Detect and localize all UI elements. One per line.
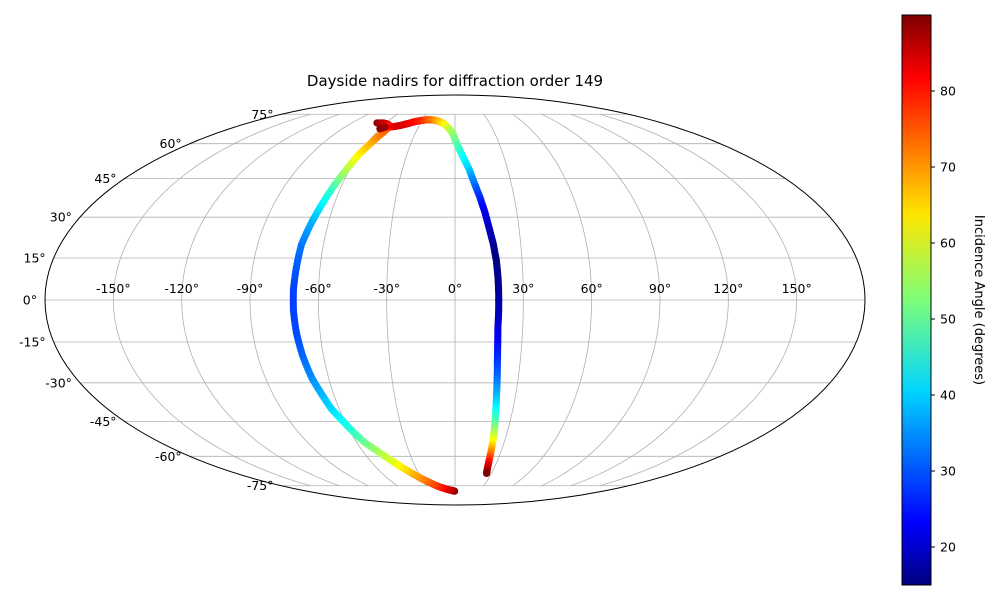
colorbar	[901, 14, 932, 586]
meridian-line	[599, 113, 798, 487]
map-outline	[44, 94, 866, 506]
longitude-tick-label: -30°	[373, 281, 400, 296]
nadir-point	[381, 123, 389, 131]
latitude-tick-label: 15°	[24, 251, 46, 266]
colorbar-tick-label: 70	[940, 160, 956, 175]
longitude-tick-label: 30°	[512, 281, 534, 296]
meridian-line	[512, 113, 593, 487]
meridian-line	[181, 113, 340, 487]
latitude-tick-labels: -75° -60° -45° -30° -15° 0° 15° 30° 45° 60° 75°	[19, 107, 273, 493]
longitude-tick-label: -120°	[164, 281, 199, 296]
latitude-tick-label: 75°	[251, 107, 273, 122]
colorbar-ticks: 20 30 40 50 60 70 80	[931, 84, 956, 555]
meridian-line	[386, 114, 427, 486]
latitude-tick-label: -60°	[155, 449, 182, 464]
latitude-tick-label: 45°	[94, 171, 116, 186]
colorbar-tick-label: 40	[940, 388, 956, 403]
longitude-tick-label: -150°	[96, 281, 131, 296]
latitude-tick-label: -15°	[19, 334, 46, 349]
longitude-tick-labels: -150° -120° -90° -60° -30° 0° 30° 60° 90° 120° 150…	[96, 281, 812, 296]
latitude-tick-label: 30°	[50, 210, 72, 225]
longitude-tick-label: 0°	[448, 281, 462, 296]
longitude-tick-label: -60°	[305, 281, 332, 296]
longitude-tick-label: 90°	[649, 281, 671, 296]
data-points	[289, 116, 503, 495]
meridian-line	[541, 113, 661, 487]
colorbar-tick-label: 20	[940, 540, 956, 555]
longitude-tick-label: -90°	[237, 281, 264, 296]
latitude-tick-label: 0°	[23, 293, 37, 308]
meridian-line	[112, 113, 311, 487]
latitude-tick-label: -75°	[247, 478, 274, 493]
meridian-line	[483, 114, 524, 486]
colorbar-tick-label: 60	[940, 236, 956, 251]
chart-title: Dayside nadirs for diffraction order 149	[307, 72, 603, 90]
meridian-line	[570, 113, 729, 487]
longitude-tick-label: 150°	[782, 281, 812, 296]
longitude-tick-label: 120°	[713, 281, 743, 296]
latitude-tick-label: 60°	[160, 136, 182, 151]
colorbar-tick-label: 30	[940, 464, 956, 479]
latitude-tick-label: -45°	[90, 414, 117, 429]
meridian-line	[249, 113, 369, 487]
colorbar-label: Incidence Angle (degrees)	[971, 215, 986, 385]
colorbar-tick-label: 50	[940, 312, 956, 327]
longitude-tick-label: 60°	[581, 281, 603, 296]
nadir-point	[482, 469, 491, 478]
colorbar-tick-label: 80	[940, 84, 956, 99]
latitude-tick-label: -30°	[45, 375, 72, 390]
graticule-grid	[45, 113, 865, 487]
